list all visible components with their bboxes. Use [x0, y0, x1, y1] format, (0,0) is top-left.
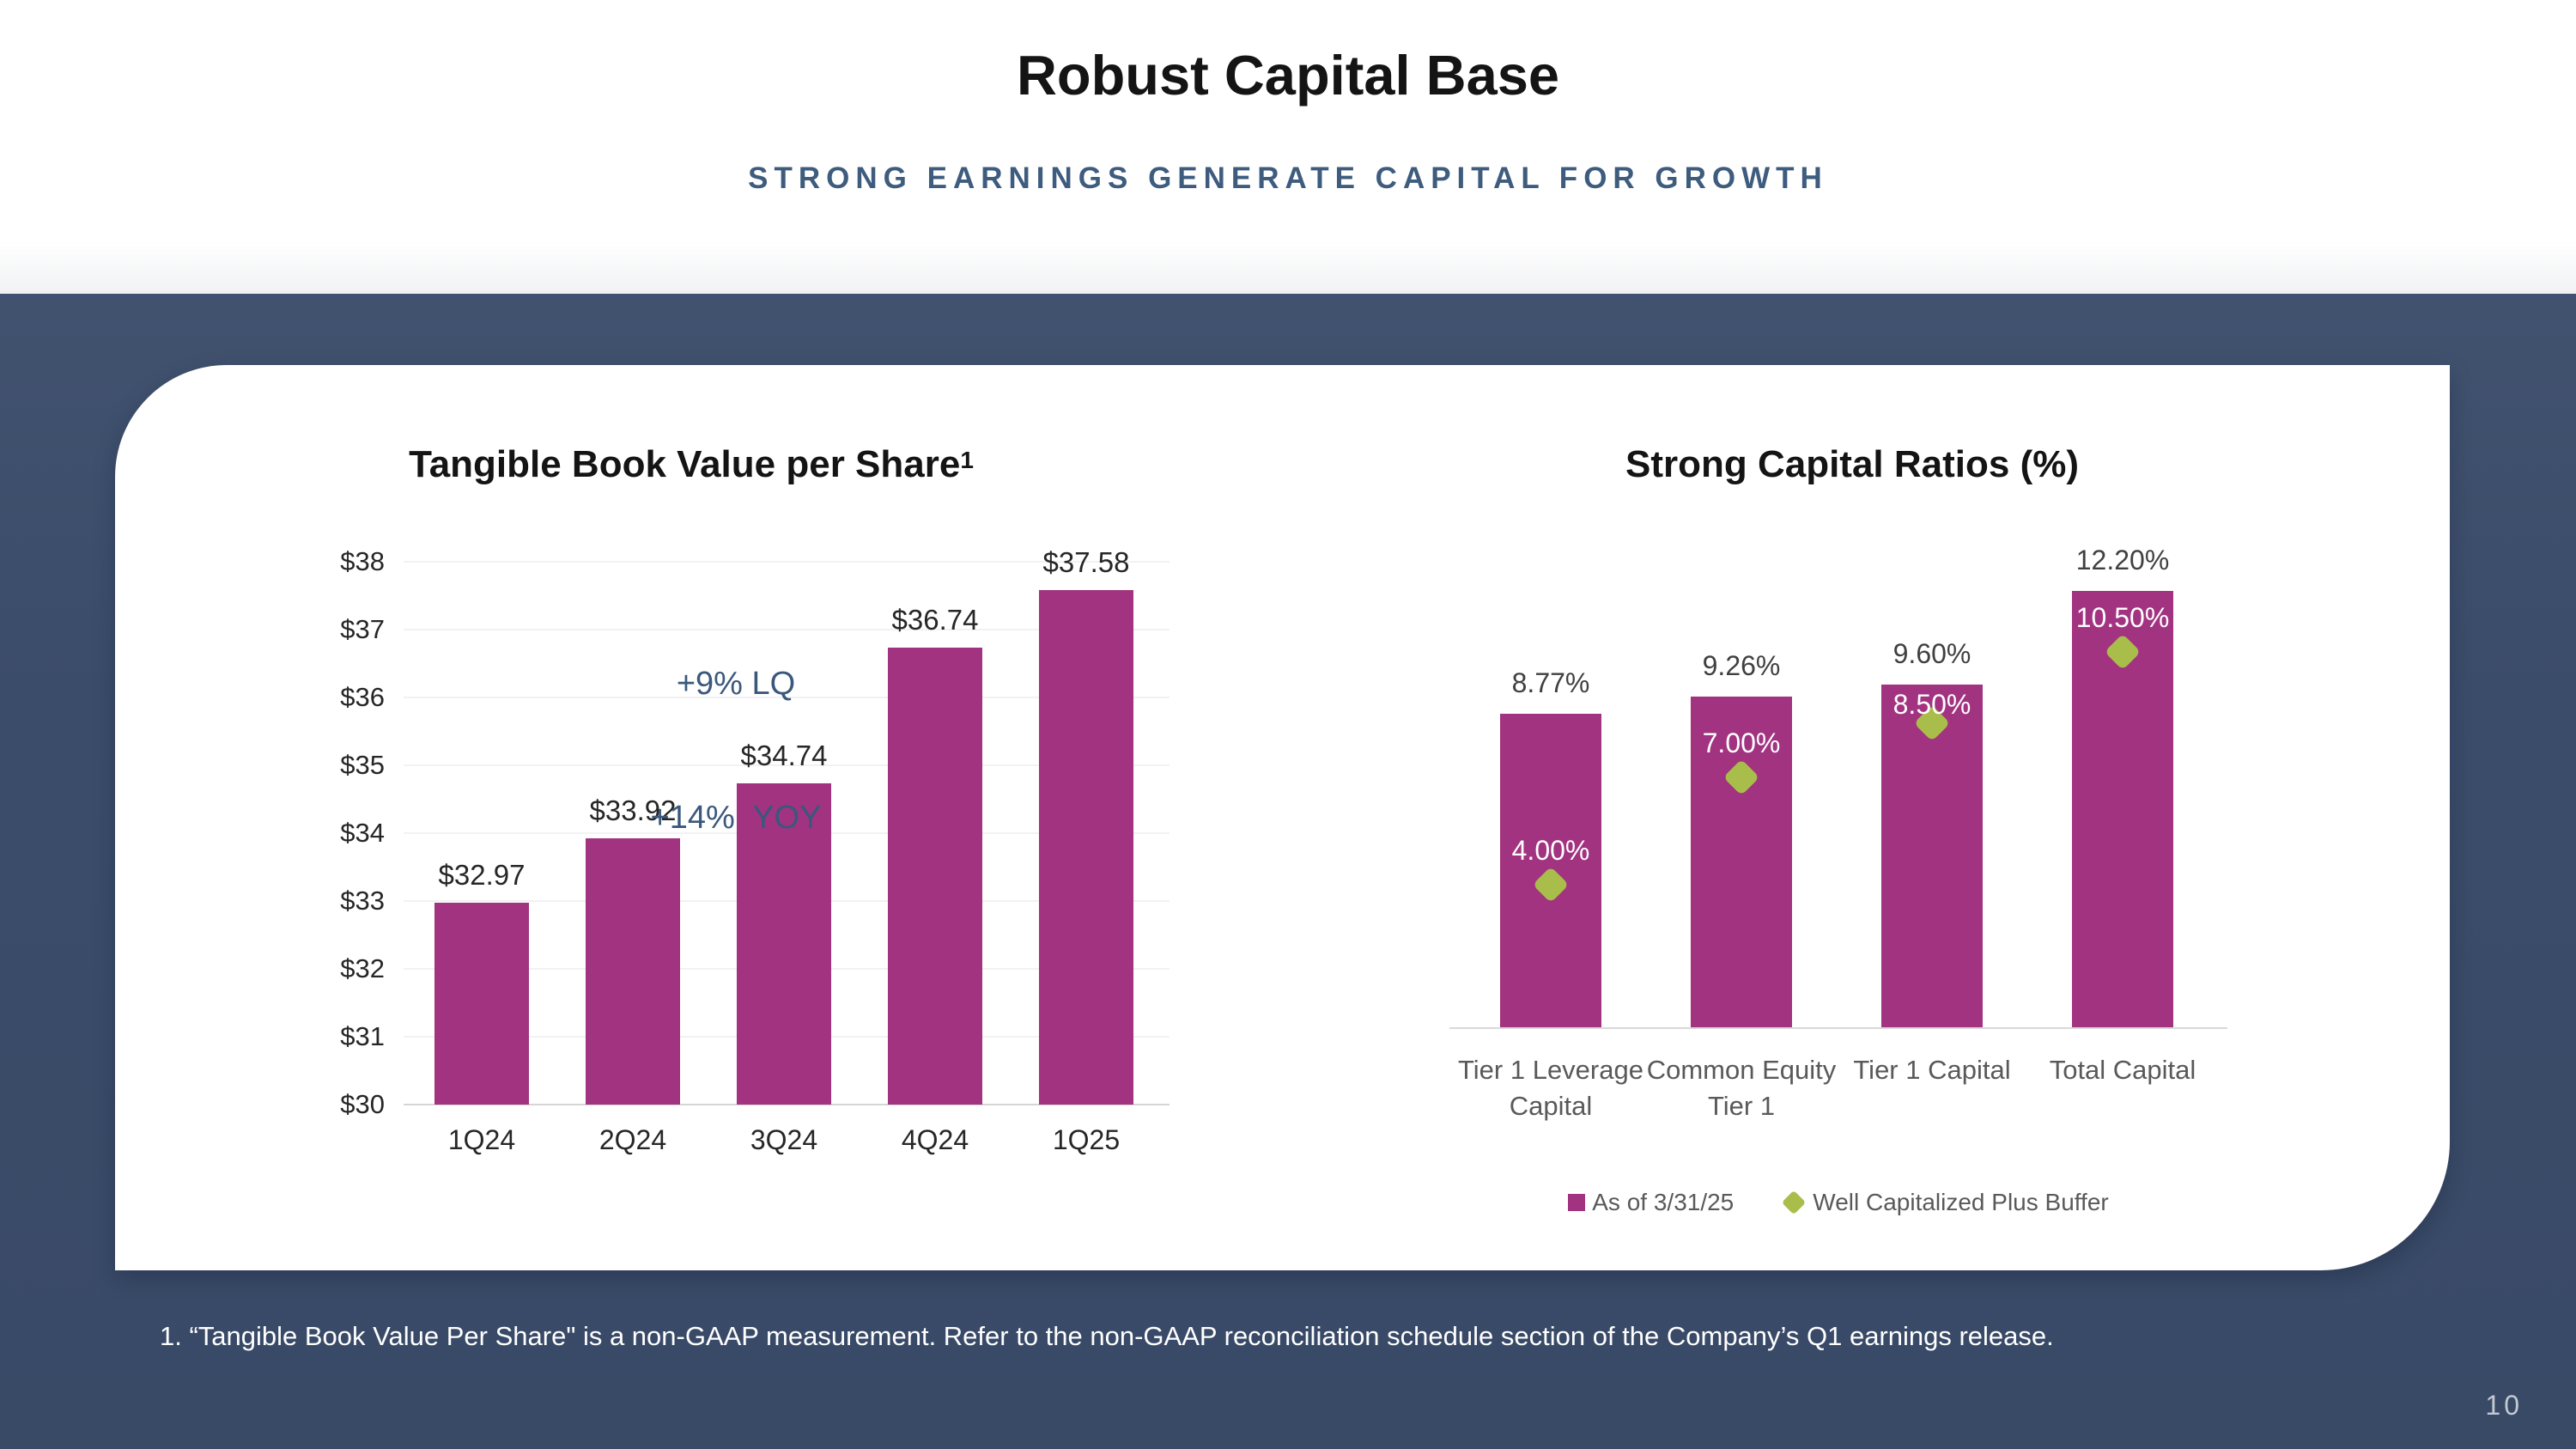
tbv-chart-title: Tangible Book Value per Share1	[262, 443, 1121, 486]
bar-series-label: As of 3/31/25	[1592, 1189, 1735, 1215]
page-title: Robust Capital Base	[1016, 44, 1560, 107]
annotation-line-lq: +9% LQ	[676, 666, 796, 702]
header-fade	[0, 240, 2576, 294]
legend-item-bar: As of 3/31/25	[1568, 1189, 1734, 1216]
bar-series-swatch	[1568, 1194, 1586, 1211]
legend-item-diamond: Well Capitalized Plus Buffer	[1782, 1189, 2109, 1216]
capital-ratios-chart-title: Strong Capital Ratios (%)	[1625, 443, 2080, 485]
tbv-chart-title-text: Tangible Book Value per Share	[409, 443, 961, 485]
content-card	[115, 365, 2450, 1270]
page-number: 10	[2485, 1390, 2523, 1421]
diamond-series-swatch	[1782, 1190, 1807, 1215]
footnote-marker: 1	[960, 447, 974, 473]
page-subtitle: STRONG EARNINGS GENERATE CAPITAL FOR GRO…	[748, 161, 1828, 195]
growth-annotation: +9% LQ +14% YOY	[521, 572, 951, 929]
annotation-line-yoy: +14% YOY	[650, 800, 822, 836]
footnote: 1. “Tangible Book Value Per Share" is a …	[160, 1321, 2054, 1351]
legend: As of 3/31/25 Well Capitalized Plus Buff…	[1449, 1189, 2227, 1216]
diamond-series-label: Well Capitalized Plus Buffer	[1813, 1189, 2109, 1215]
